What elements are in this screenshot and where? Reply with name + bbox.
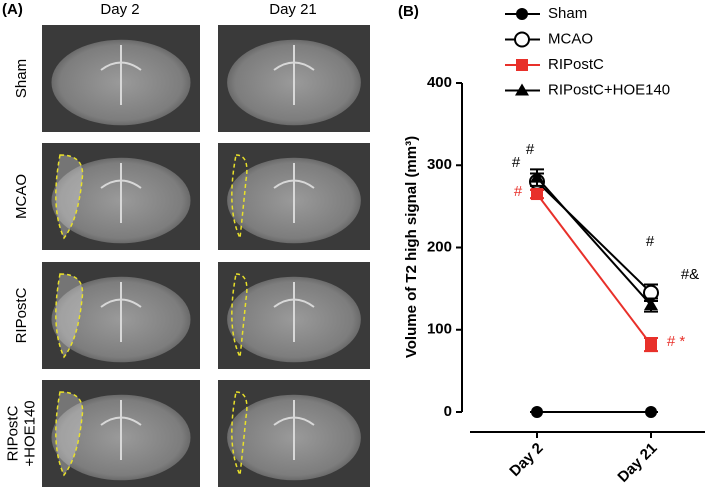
row-label: Sham — [13, 59, 30, 98]
legend-label: RIPostC+HOE140 — [548, 81, 670, 98]
ventricle — [100, 400, 142, 460]
row-label: MCAO — [13, 174, 30, 219]
panel-label: (A) — [2, 1, 23, 18]
column-header: Day 2 — [100, 1, 139, 18]
ventricle — [100, 163, 142, 223]
ventricle — [100, 45, 142, 105]
legend-label: MCAO — [548, 30, 593, 47]
lesion-outline — [231, 273, 248, 360]
ventricle — [273, 400, 315, 460]
ventricle — [273, 163, 315, 223]
annotation: # * — [667, 333, 686, 350]
y-tick-label: 200 — [427, 238, 452, 255]
annotation: # — [514, 183, 523, 200]
legend-marker — [516, 59, 528, 71]
y-tick-label: 0 — [444, 403, 452, 420]
x-tick-label: Day 21 — [614, 440, 660, 486]
data-point — [531, 188, 543, 201]
data-point — [530, 170, 544, 183]
mri-images — [42, 25, 370, 487]
panel-label: (B) — [398, 3, 419, 20]
annotation: # — [512, 154, 521, 171]
column-header: Day 21 — [269, 1, 317, 18]
lesion-outline — [55, 273, 84, 359]
legend-marker — [516, 8, 528, 20]
ventricle — [100, 282, 142, 342]
y-axis-title: Volume of T2 high signal (mm³) — [403, 136, 420, 358]
annotation: # — [646, 233, 655, 250]
legend-label: RIPostC — [548, 56, 604, 73]
data-point — [645, 406, 657, 418]
lesion-outline — [231, 154, 248, 241]
legend-marker — [515, 83, 529, 96]
data-point — [645, 338, 657, 351]
series-line — [536, 193, 652, 346]
ventricle — [273, 282, 315, 342]
data-point — [644, 298, 658, 311]
legend-marker — [514, 31, 530, 48]
legend-label: Sham — [548, 5, 587, 22]
y-tick-label: 300 — [427, 156, 452, 173]
x-tick-label: Day 2 — [506, 440, 546, 480]
series-line — [536, 180, 652, 294]
data-point — [531, 406, 543, 418]
row-label: +HOE140 — [21, 400, 38, 466]
annotation: #& — [681, 266, 699, 283]
lesion-outline — [231, 391, 248, 478]
row-label: RIPostC — [13, 287, 30, 343]
lesion-outline — [55, 154, 84, 240]
lesion-outline — [55, 391, 84, 477]
annotation: # — [526, 141, 535, 158]
series-line — [536, 176, 652, 306]
ventricle — [273, 45, 315, 105]
row-label: RIPostC — [4, 405, 21, 461]
y-tick-label: 400 — [427, 74, 452, 91]
y-tick-label: 100 — [427, 321, 452, 338]
